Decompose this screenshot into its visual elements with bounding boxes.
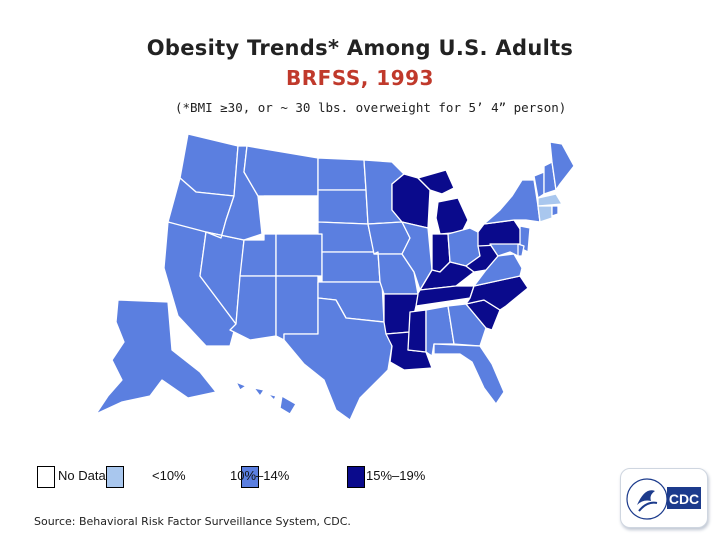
state-md xyxy=(489,243,521,257)
state-ks xyxy=(321,251,381,283)
legend-label-15-19: 15%–19% xyxy=(366,468,426,483)
cdc-logo-text: CDC xyxy=(669,491,699,507)
cdc-logo: CDC xyxy=(620,468,708,528)
state-ct xyxy=(537,205,553,223)
legend-label-no-data: No Data xyxy=(58,468,106,483)
state-nm xyxy=(275,275,319,341)
state-ma xyxy=(537,193,563,207)
state-me xyxy=(549,141,575,191)
bmi-footnote: (*BMI ≥30, or ~ 30 lbs. overweight for 5… xyxy=(175,100,567,115)
state-ne xyxy=(317,221,375,253)
state-ri xyxy=(551,205,559,217)
legend-swatch-no-data xyxy=(37,466,55,488)
state-ak xyxy=(95,299,217,415)
state-co xyxy=(275,233,323,277)
legend-swatch-10-14 xyxy=(241,466,259,488)
state-ny xyxy=(483,179,541,225)
page-title: Obesity Trends* Among U.S. Adults xyxy=(146,36,574,60)
state-sd xyxy=(317,189,369,225)
state-ga xyxy=(447,303,487,347)
state-de xyxy=(517,243,525,257)
state-tx xyxy=(283,297,393,421)
legend-label-10-14: 10%–14% xyxy=(230,468,290,483)
source-citation: Source: Behavioral Risk Factor Surveilla… xyxy=(34,515,351,528)
page-subtitle: BRFSS, 1993 xyxy=(286,66,434,90)
state-nd xyxy=(317,157,367,191)
legend-swatch-15-19 xyxy=(347,466,365,488)
legend-swatch-lt10 xyxy=(106,466,124,488)
state-ms xyxy=(407,309,427,353)
state-wi xyxy=(391,173,431,229)
state-ut xyxy=(239,233,277,277)
state-wy xyxy=(263,195,319,235)
state-hi xyxy=(235,381,297,415)
state-il xyxy=(401,221,433,291)
state-mt xyxy=(243,145,319,197)
hhs-eagle-icon: CDC xyxy=(626,478,701,520)
state-fl xyxy=(433,343,505,405)
legend-label-lt10: <10% xyxy=(152,468,186,483)
state-ky xyxy=(419,261,475,291)
